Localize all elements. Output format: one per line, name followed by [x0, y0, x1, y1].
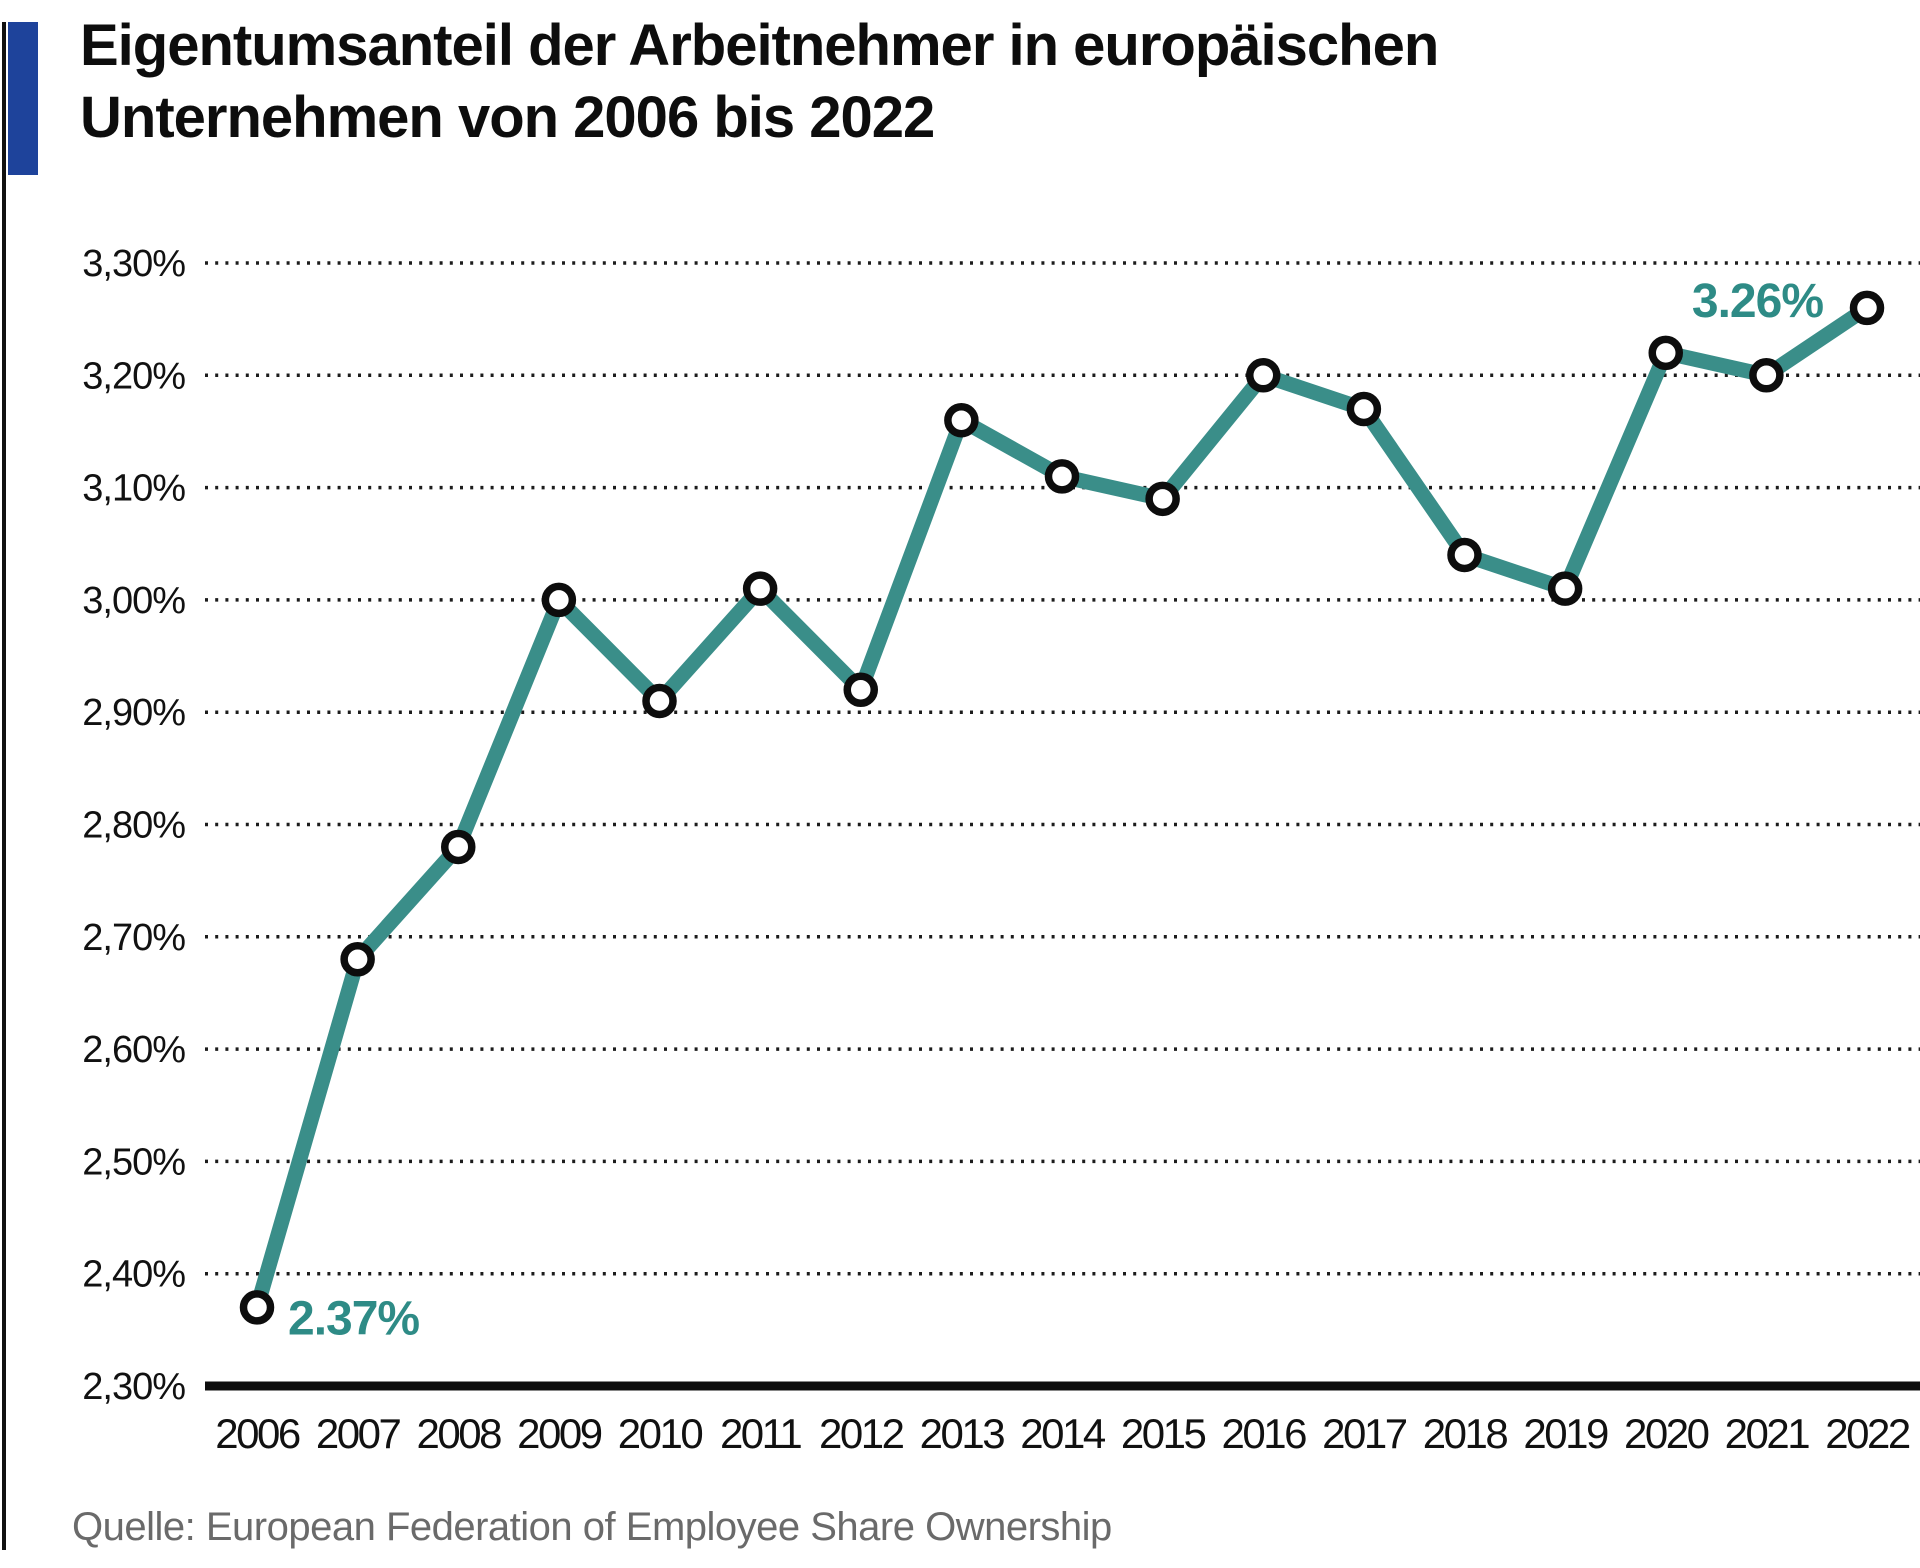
- y-tick-label: 2,50%: [82, 1141, 185, 1183]
- data-point-marker: [1346, 391, 1382, 427]
- x-tick-label: 2013: [920, 1410, 1005, 1457]
- series-line: [249, 301, 1872, 1310]
- source-caption: Quelle: European Federation of Employee …: [72, 1505, 1112, 1549]
- y-tick-label: 2,70%: [82, 917, 185, 959]
- data-point-marker: [1648, 335, 1683, 371]
- x-tick-label: 2012: [819, 1410, 904, 1457]
- data-point-value-label: 3.26%: [1692, 275, 1823, 328]
- data-point-marker: [944, 402, 979, 438]
- data-point-marker: [843, 672, 878, 707]
- x-tick-label: 2018: [1423, 1410, 1508, 1457]
- data-point-marker: [1044, 459, 1080, 494]
- x-tick-label: 2011: [720, 1410, 801, 1457]
- x-tick-label: 2008: [417, 1410, 502, 1457]
- x-tick-label: 2009: [517, 1410, 602, 1457]
- x-tick-label: 2021: [1725, 1410, 1810, 1457]
- x-tick-label: 2007: [316, 1410, 401, 1457]
- data-point-value-label: 2.37%: [288, 1292, 419, 1345]
- y-tick-label: 2,80%: [82, 805, 185, 847]
- x-tick-label: 2014: [1020, 1410, 1106, 1457]
- x-axis-labels-group: 2006 2007 2008 2009 2010 2011 2012 2013 2014 2015…: [215, 1410, 1912, 1457]
- x-tick-label: 2010: [618, 1410, 703, 1457]
- data-point-marker: [1246, 358, 1281, 393]
- y-tick-label: 2,30%: [82, 1366, 185, 1408]
- data-point-marker: [441, 829, 476, 865]
- x-tick-label: 2020: [1624, 1410, 1709, 1457]
- data-point-markers-group: [239, 290, 1885, 1325]
- y-tick-label: 3,20%: [82, 355, 185, 397]
- data-point-marker: [1849, 290, 1885, 326]
- data-point-marker: [239, 1290, 275, 1325]
- left-border-rule: [2, 22, 6, 1550]
- chart-title: Eigentumsanteil der Arbeitnehmer in euro…: [80, 10, 1640, 154]
- data-point-marker: [642, 683, 677, 719]
- data-point-marker: [742, 571, 778, 606]
- y-tick-label: 3,10%: [82, 468, 185, 510]
- title-accent-bar: [8, 22, 38, 175]
- data-point-marker: [541, 582, 577, 618]
- data-point-marker: [1447, 537, 1482, 573]
- y-tick-label: 3,30%: [82, 243, 185, 285]
- chart-title-line2: Unternehmen von 2006 bis 2022: [80, 85, 935, 150]
- y-tick-label: 2,60%: [82, 1029, 185, 1071]
- chart-title-line1: Eigentumsanteil der Arbeitnehmer in euro…: [80, 13, 1439, 78]
- x-tick-label: 2006: [215, 1410, 300, 1457]
- x-tick-label: 2015: [1121, 1410, 1206, 1457]
- y-tick-label: 2,90%: [82, 692, 185, 734]
- x-tick-label: 2022: [1825, 1410, 1910, 1457]
- x-tick-label: 2016: [1222, 1410, 1307, 1457]
- gridlines-group: [205, 261, 1920, 1391]
- y-tick-label: 3,00%: [82, 580, 185, 622]
- y-axis-labels-group: 3,30% 3,20% 3,10% 3,00% 2,90% 2,80% 2,70% 2,60%…: [82, 243, 186, 1408]
- data-point-marker: [1547, 571, 1583, 606]
- data-point-marker: [1145, 481, 1180, 517]
- y-tick-label: 2,40%: [82, 1254, 185, 1296]
- x-tick-label: 2017: [1322, 1410, 1407, 1457]
- x-tick-label: 2019: [1523, 1410, 1608, 1457]
- data-point-marker: [340, 942, 375, 977]
- data-point-marker: [1749, 358, 1784, 393]
- annotations-group: 2.37% 3.26%: [288, 275, 1824, 1345]
